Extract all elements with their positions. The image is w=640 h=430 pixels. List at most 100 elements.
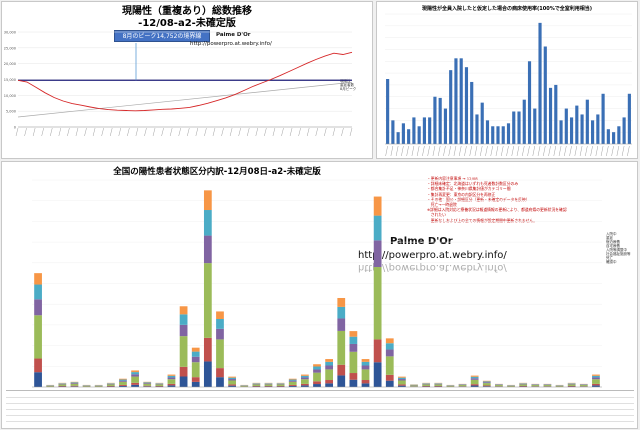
- bar: [585, 99, 589, 144]
- bar-segment: [361, 361, 370, 366]
- x-tick-label: [195, 127, 199, 137]
- x-tick-label: [537, 145, 541, 157]
- bar-segment: [300, 383, 309, 386]
- bar-segment: [252, 384, 261, 386]
- bar-segment: [325, 380, 334, 384]
- x-tick-label: [204, 127, 207, 137]
- bar-segment: [349, 343, 358, 352]
- bar-segment: [203, 337, 212, 362]
- x-tick-label: [548, 145, 551, 157]
- bar-segment: [131, 370, 139, 373]
- y-tick-label: 10,000: [4, 94, 16, 98]
- bar-segment: [349, 373, 358, 380]
- bar-segment: [228, 379, 236, 381]
- bar: [454, 58, 458, 145]
- bar-segment: [543, 385, 552, 387]
- bar-segment: [179, 324, 188, 337]
- x-tick-label: [448, 145, 451, 157]
- bed-usage-title: 現陽性が全員入院したと仮定した場合の病床使用率(100%で全室利用相当): [421, 6, 593, 12]
- bar-segment: [106, 383, 115, 385]
- bar: [459, 58, 463, 145]
- x-tick-label: [229, 127, 233, 137]
- x-tick-label: [255, 127, 258, 137]
- bar-segment: [167, 377, 176, 380]
- bar-segment: [203, 235, 212, 264]
- bar-segment: [385, 349, 394, 357]
- bar-segment: [119, 385, 127, 387]
- bar-segment: [191, 381, 200, 387]
- x-tick-label: [411, 145, 415, 157]
- x-tick-label: [395, 145, 399, 157]
- bar-segment: [470, 385, 479, 387]
- bar-segment: [373, 240, 382, 268]
- bar-segment: [519, 383, 528, 384]
- bar-segment: [58, 384, 67, 386]
- x-tick-label: [110, 127, 113, 137]
- bar-segment: [288, 381, 297, 385]
- x-tick-label: [464, 145, 467, 157]
- bar-segment: [482, 383, 491, 386]
- x-tick-label: [264, 127, 267, 137]
- bar-segment: [300, 374, 309, 376]
- bar-segment: [470, 376, 479, 379]
- x-tick-label: [590, 145, 593, 157]
- bar-segment: [119, 378, 127, 380]
- bar: [612, 132, 616, 144]
- bar-segment: [373, 196, 382, 216]
- bar: [470, 81, 474, 144]
- bar-segment: [228, 377, 236, 380]
- x-tick-label: [41, 127, 44, 137]
- bar-segment: [228, 380, 236, 385]
- x-tick-label: [579, 145, 583, 157]
- bar-segment: [300, 379, 309, 384]
- bar-segment: [252, 383, 261, 385]
- bar-segment: [567, 383, 576, 385]
- bar-segment: [70, 383, 79, 386]
- bar-segment: [155, 383, 164, 385]
- bar-segment: [300, 377, 309, 380]
- x-tick-label: [600, 145, 604, 157]
- bar-segment: [203, 190, 212, 211]
- y-tick-label: 20,000: [4, 62, 16, 66]
- bar: [506, 123, 511, 144]
- bar-segment: [203, 263, 212, 338]
- bar-segment: [385, 356, 394, 375]
- x-tick-label: [474, 145, 478, 157]
- x-tick-label: [501, 145, 504, 157]
- bar: [428, 117, 432, 144]
- x-tick-label: [558, 145, 562, 157]
- bar: [501, 126, 505, 144]
- bar: [396, 132, 400, 144]
- bar-segment: [179, 376, 188, 387]
- bar-segment: [482, 380, 491, 382]
- bar-segment: [422, 384, 431, 386]
- bar: [606, 129, 610, 144]
- bar-segment: [385, 343, 394, 350]
- bar-segment: [240, 385, 249, 387]
- bar-segment: [398, 385, 406, 387]
- breakdown-chart: [32, 179, 602, 388]
- x-tick-label: [522, 145, 525, 157]
- bar-segment: [495, 385, 503, 387]
- bar-segment: [119, 380, 127, 382]
- x-tick-label: [516, 145, 520, 157]
- bar-segment: [82, 385, 91, 387]
- x-tick-label: [564, 145, 567, 157]
- x-tick-label: [144, 127, 147, 137]
- bar-segment: [592, 374, 600, 376]
- bar-segment: [337, 306, 346, 319]
- bar: [433, 96, 437, 144]
- bed-usage-chart: [385, 13, 632, 157]
- bar-segment: [325, 365, 334, 370]
- bar: [512, 111, 516, 144]
- breakdown-legend: 入院中 重症 宿泊療養 自宅療養 入院等調整中 社会福祉施設等 死亡 確認中: [606, 232, 631, 264]
- bar: [407, 129, 411, 144]
- bar-segment: [155, 383, 164, 384]
- x-tick-label: [101, 127, 104, 137]
- bar: [401, 123, 405, 144]
- x-tick-label: [298, 127, 301, 137]
- x-tick-label: [324, 127, 327, 137]
- x-tick-label: [459, 145, 462, 157]
- bar-segment: [34, 299, 42, 316]
- bar-segment: [434, 384, 443, 386]
